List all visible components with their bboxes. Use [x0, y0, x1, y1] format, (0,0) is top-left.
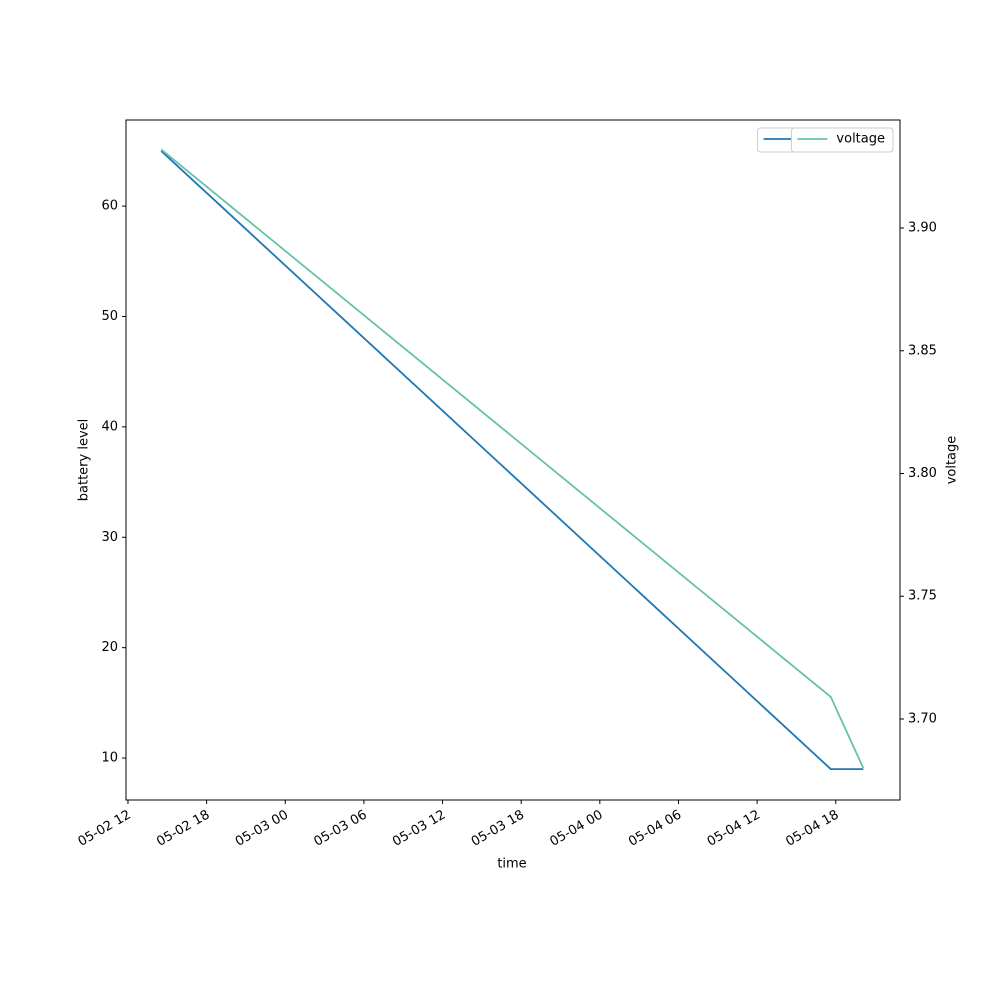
plot-frame	[125, 119, 901, 801]
x-tick-label: 05-03 06	[312, 808, 370, 850]
y2-axis-label: voltage	[945, 436, 960, 485]
y2-tick-label: 3.70	[908, 711, 937, 726]
x-tick-label: 05-04 06	[626, 808, 684, 850]
y-tick-label: 30	[101, 530, 118, 545]
y-tick-label: 10	[101, 751, 118, 766]
line-series	[160, 148, 865, 769]
y-tick-label: 50	[101, 309, 118, 324]
x-tick-label: 05-04 18	[783, 808, 841, 850]
y2-tick-label: 3.90	[908, 221, 937, 236]
x-tick-label: 05-03 12	[390, 808, 448, 850]
x-tick-label: 05-03 18	[469, 808, 527, 850]
y-tick-label: 40	[101, 419, 118, 434]
y-axis-label: battery level	[77, 419, 92, 502]
legend-box	[790, 127, 894, 153]
y2-tick-label: 3.80	[908, 466, 937, 481]
x-tick-label: 05-03 00	[233, 808, 291, 850]
x-tick-label: 05-04 12	[705, 808, 763, 850]
line-series	[160, 150, 864, 770]
legend-label: voltage	[836, 132, 885, 147]
x-axis-label: time	[497, 857, 526, 872]
y2-tick-label: 3.85	[908, 343, 937, 358]
x-tick-label: 05-04 00	[547, 808, 605, 850]
y2-tick-label: 3.75	[908, 589, 937, 604]
x-tick-label: 05-02 18	[154, 808, 212, 850]
y-tick-label: 60	[101, 199, 118, 214]
y-tick-label: 20	[101, 640, 118, 655]
x-tick-label: 05-02 12	[76, 808, 134, 850]
